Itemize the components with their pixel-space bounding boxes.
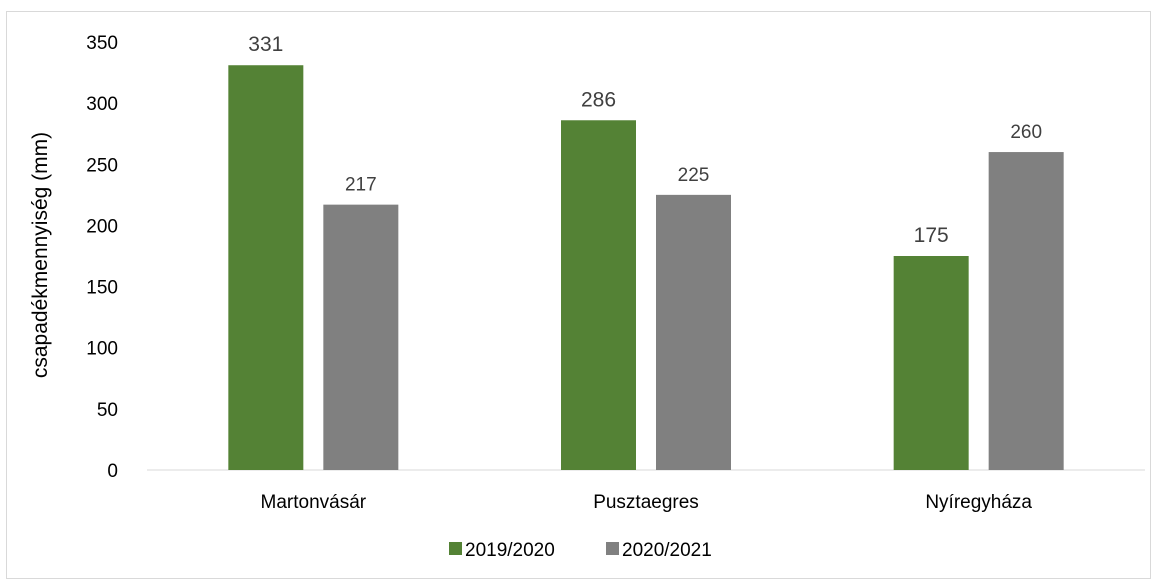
bar [893,256,969,470]
x-tick-label: Pusztaegres [593,492,699,513]
legend-swatch [606,542,619,555]
y-tick-label: 250 [86,155,118,176]
x-tick-label: Nyíregyháza [925,492,1032,513]
bar [988,152,1064,471]
data-label: 225 [678,165,710,186]
y-axis-ticks: 0 50 100 150 200 250 300 350 [86,33,118,482]
y-tick-label: 50 [97,400,118,421]
y-tick-label: 300 [86,94,118,115]
bar [561,120,636,471]
y-tick-label: 200 [86,216,118,237]
y-tick-label: 350 [86,33,118,54]
bars: 331 217 286 225 175 260 [228,33,1064,471]
bar [228,65,304,470]
data-label: 331 [248,33,283,56]
data-label: 286 [581,88,616,111]
x-axis-ticks: Martonvásár Pusztaegres Nyíregyháza [261,492,1033,513]
data-label: 217 [345,175,377,196]
y-tick-label: 150 [86,278,118,299]
x-tick-label: Martonvásár [261,492,367,513]
legend-label: 2019/2020 [465,540,555,561]
legend-item: 2019/2020 [449,540,555,561]
legend: 2019/2020 2020/2021 [449,540,712,561]
bar [656,194,731,470]
legend-label: 2020/2021 [622,540,712,561]
data-label: 260 [1010,122,1042,143]
legend-swatch [449,542,462,555]
y-tick-label: 0 [107,461,118,482]
legend-item: 2020/2021 [606,540,712,561]
bar [323,204,399,470]
data-label: 175 [914,224,949,247]
y-tick-label: 100 [86,339,118,360]
y-axis-title: csapadékmennyiség (mm) [29,132,52,378]
